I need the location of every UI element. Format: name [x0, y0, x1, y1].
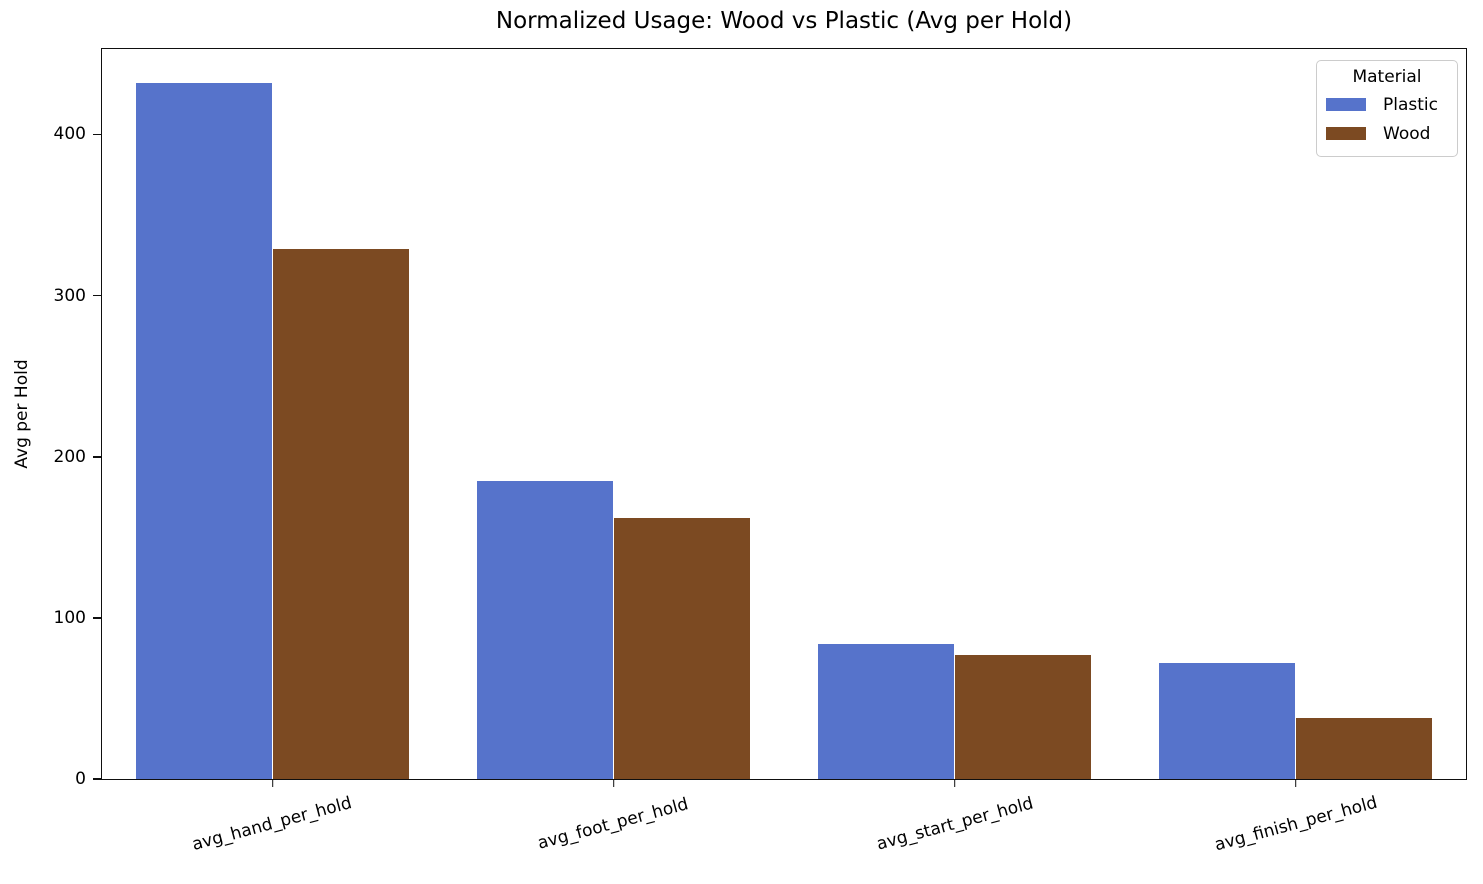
bar-wood-avg_foot_per_hold — [613, 517, 750, 779]
x-tick-label: avg_hand_per_hold — [189, 793, 354, 855]
bar-plastic-avg_hand_per_hold — [136, 82, 273, 779]
legend-swatch-icon — [1326, 127, 1366, 140]
bar-group — [443, 49, 784, 779]
bar-group — [1125, 49, 1466, 779]
bar-plastic-avg_finish_per_hold — [1159, 662, 1296, 779]
bar-wood-avg_start_per_hold — [954, 654, 1091, 779]
bar-wood-avg_finish_per_hold — [1295, 717, 1432, 779]
y-tick-mark — [92, 778, 101, 780]
x-tick-mark — [271, 779, 274, 787]
legend-entry-wood: Wood — [1326, 119, 1448, 148]
bar-group — [102, 49, 443, 779]
y-tick-label: 400 — [53, 124, 86, 145]
y-tick-label: 0 — [75, 769, 86, 789]
legend-label: Plastic — [1383, 94, 1438, 115]
y-tick-label: 200 — [53, 446, 86, 467]
x-tick-mark — [1294, 779, 1297, 787]
chart-title: Normalized Usage: Wood vs Plastic (Avg p… — [495, 8, 1073, 34]
plot-area: 0 100 200 300 400 — [54, 48, 1467, 789]
bar-plastic-avg_foot_per_hold — [477, 480, 614, 779]
legend-entry-plastic: Plastic — [1326, 90, 1448, 119]
x-tick-mark — [612, 779, 615, 787]
y-tick-label: 300 — [53, 285, 86, 306]
bar-plastic-avg_start_per_hold — [818, 643, 955, 779]
y-tick-mark — [92, 455, 101, 458]
y-tick-mark — [92, 617, 101, 619]
x-tick-label: avg_foot_per_hold — [535, 794, 691, 854]
bar-wood-avg_hand_per_hold — [272, 248, 409, 779]
bar-group — [784, 49, 1125, 779]
x-tick-label: avg_finish_per_hold — [1212, 792, 1380, 856]
legend: Material Plastic Wood — [1316, 60, 1458, 157]
y-tick-mark — [92, 133, 101, 136]
x-tick-label: avg_start_per_hold — [874, 793, 1036, 855]
y-axis-label: Avg per Hold — [12, 359, 32, 469]
legend-swatch-icon — [1326, 98, 1366, 111]
legend-entries: Plastic Wood — [1326, 90, 1448, 148]
x-tick-mark — [953, 779, 956, 787]
bar-groups — [102, 49, 1466, 779]
y-tick-label: 100 — [53, 607, 86, 628]
x-axis-labels: avg_hand_per_hold avg_foot_per_hold avg_st… — [101, 780, 1467, 880]
y-tick-mark — [92, 294, 101, 297]
legend-title: Material — [1352, 67, 1422, 87]
legend-label: Wood — [1383, 123, 1431, 144]
